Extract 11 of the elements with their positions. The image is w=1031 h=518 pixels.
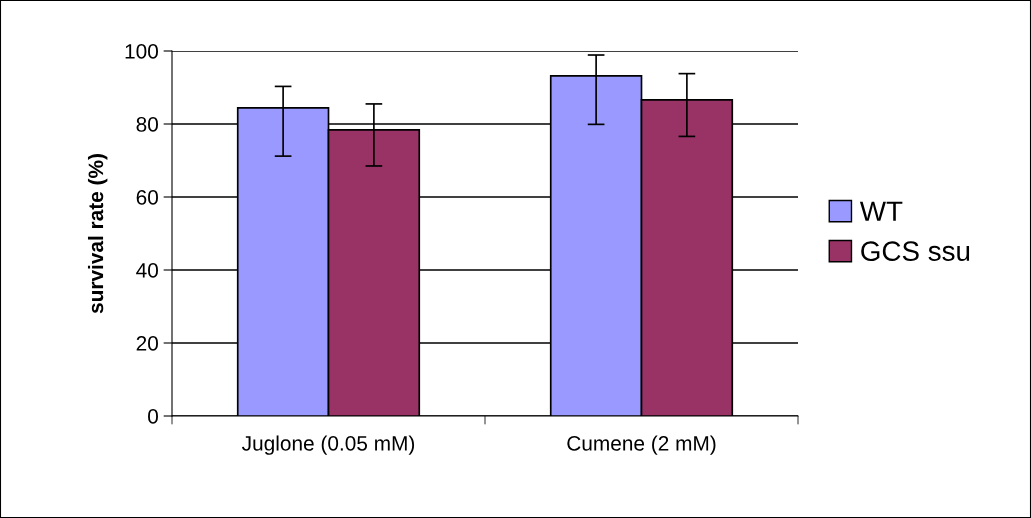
legend-label: WT [859,201,903,221]
y-tick-label: 0 [148,409,158,424]
x-tick-label: Juglone (0.05 mM) [241,435,415,455]
y-tick-label: 60 [136,190,158,205]
y-tick-label: 80 [136,117,158,132]
y-tick-label: 100 [125,44,158,59]
legend-label: GCS ssu [861,241,970,261]
y-tick-label: 20 [136,336,158,351]
y-axis-title: survival rate (%) [87,154,108,314]
x-tick-label: Cumene (2 mM) [567,435,716,455]
y-tick-label: 40 [136,263,158,278]
